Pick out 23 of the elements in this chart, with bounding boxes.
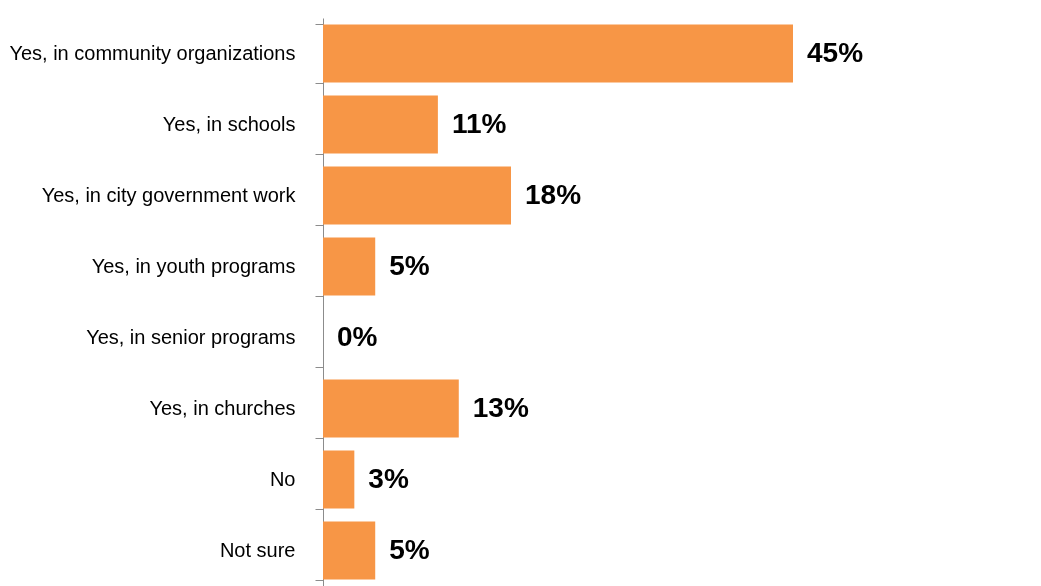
data-label: 3%: [368, 462, 409, 494]
data-label: 18%: [525, 178, 582, 210]
data-label: 45%: [807, 36, 864, 68]
y-tick-label: Yes, in schools: [162, 113, 296, 135]
y-tick-label: No: [269, 468, 296, 490]
data-label: 0%: [337, 320, 378, 352]
y-tick-label: Yes, in community organizations: [9, 42, 296, 64]
y-tick-label: Not sure: [219, 539, 296, 561]
bar: [323, 95, 438, 154]
y-tick-label: Yes, in city government work: [41, 184, 297, 206]
data-label: 5%: [389, 249, 430, 281]
data-label: 11%: [451, 107, 507, 139]
bar: [323, 237, 376, 296]
bar: [323, 521, 376, 580]
bar: [323, 450, 355, 509]
y-tick-label: Yes, in youth programs: [91, 255, 296, 277]
bar: [323, 24, 793, 83]
data-label: 13%: [472, 391, 529, 423]
bar: [323, 166, 511, 225]
y-tick-label: Yes, in churches: [149, 397, 296, 419]
data-label: 5%: [389, 533, 430, 565]
bar: [323, 379, 459, 438]
y-tick-label: Yes, in senior programs: [86, 326, 296, 348]
